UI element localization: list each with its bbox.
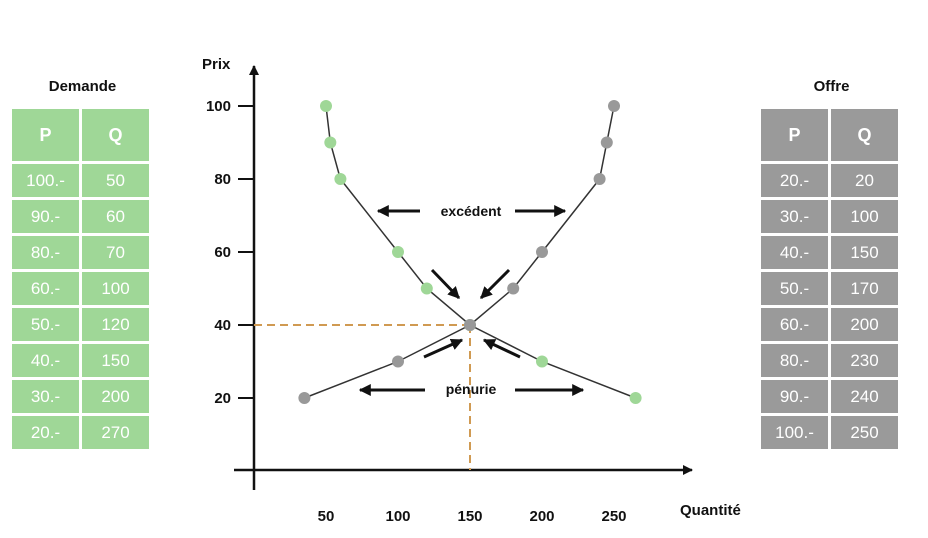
surplus-label: excédent (441, 203, 502, 219)
price-cell: 30.- (12, 380, 79, 413)
quantity-cell: 60 (82, 200, 149, 233)
quantity-cell: 100 (831, 200, 898, 233)
table-row: 40.- 150 (12, 344, 149, 377)
demand-table: P Q 100.- 50 90.- 60 80.- 70 60.- 100 50.- 120 40.- 1… (9, 106, 152, 452)
x-axis-label: Quantité (680, 502, 741, 519)
y-tick-label: 80 (214, 171, 231, 188)
header-quantity: Q (82, 109, 149, 161)
price-cell: 100.- (12, 164, 79, 197)
price-cell: 90.- (12, 200, 79, 233)
quantity-cell: 270 (82, 416, 149, 449)
demand-point (324, 136, 337, 149)
table-row: 20.- 270 (12, 416, 149, 449)
price-cell: 60.- (12, 272, 79, 305)
demand-point (392, 246, 404, 258)
supply-point (536, 246, 548, 258)
x-tick-label: 50 (318, 508, 335, 525)
supply-point (507, 282, 520, 295)
y-tick-label: 40 (214, 317, 231, 334)
supply-point (464, 319, 476, 331)
quantity-cell: 240 (831, 380, 898, 413)
quantity-cell: 250 (831, 416, 898, 449)
table-row: 80.- 230 (761, 344, 898, 377)
surplus-converge-arrow-right (479, 268, 511, 300)
price-cell: 20.- (12, 416, 79, 449)
supply-table-title: Offre (813, 78, 850, 95)
x-tick-label: 150 (457, 508, 482, 525)
price-cell: 60.- (761, 308, 828, 341)
y-axis-label: Prix (202, 56, 231, 73)
quantity-cell: 200 (82, 380, 149, 413)
supply-table: P Q 20.- 20 30.- 100 40.- 150 50.- 170 60.- 200 80.-… (758, 106, 901, 452)
quantity-cell: 200 (831, 308, 898, 341)
price-cell: 80.- (12, 236, 79, 269)
table-row: 100.- 50 (12, 164, 149, 197)
y-tick-label: 20 (214, 390, 231, 407)
x-tick-label: 100 (385, 508, 410, 525)
demand-table-title: Demande (48, 78, 117, 95)
demand-point (320, 100, 332, 112)
surplus-converge-arrow-left (430, 268, 461, 300)
quantity-cell: 150 (82, 344, 149, 377)
quantity-cell: 50 (82, 164, 149, 197)
supply-curve (304, 105, 615, 399)
table-row: 30.- 100 (761, 200, 898, 233)
table-row: 90.- 240 (761, 380, 898, 413)
price-cell: 100.- (761, 416, 828, 449)
table-row: 40.- 150 (761, 236, 898, 269)
shortage-label: pénurie (446, 381, 497, 397)
price-cell: 90.- (761, 380, 828, 413)
table-row: 30.- 200 (12, 380, 149, 413)
table-row: 100.- 250 (761, 416, 898, 449)
quantity-cell: 230 (831, 344, 898, 377)
price-cell: 40.- (761, 236, 828, 269)
demand-curve (325, 105, 636, 399)
header-quantity: Q (831, 109, 898, 161)
demand-point (334, 173, 347, 185)
y-tick-label: 100 (206, 98, 231, 115)
table-row: 50.- 170 (761, 272, 898, 305)
shortage-converge-arrow-right (482, 338, 521, 359)
demand-point (629, 392, 642, 404)
price-cell: 20.- (761, 164, 828, 197)
header-price: P (12, 109, 79, 161)
table-row: 80.- 70 (12, 236, 149, 269)
quantity-cell: 120 (82, 308, 149, 341)
x-tick-label: 200 (529, 508, 554, 525)
supply-point (600, 136, 613, 149)
quantity-cell: 70 (82, 236, 149, 269)
demand-point (420, 282, 433, 295)
table-row: 20.- 20 (761, 164, 898, 197)
y-tick-label: 60 (214, 244, 231, 261)
table-row: 60.- 200 (761, 308, 898, 341)
table-row: 50.- 120 (12, 308, 149, 341)
price-cell: 50.- (12, 308, 79, 341)
x-tick-label: 250 (601, 508, 626, 525)
supply-point (298, 392, 311, 404)
table-row: 60.- 100 (12, 272, 149, 305)
quantity-cell: 150 (831, 236, 898, 269)
supply-point (392, 355, 404, 368)
price-cell: 30.- (761, 200, 828, 233)
price-cell: 50.- (761, 272, 828, 305)
quantity-cell: 170 (831, 272, 898, 305)
header-price: P (761, 109, 828, 161)
quantity-cell: 20 (831, 164, 898, 197)
demand-point (536, 355, 548, 368)
price-cell: 80.- (761, 344, 828, 377)
table-row: 90.- 60 (12, 200, 149, 233)
price-cell: 40.- (12, 344, 79, 377)
shortage-converge-arrow-left (423, 338, 464, 359)
supply-point (593, 173, 606, 185)
supply-point (608, 100, 620, 112)
quantity-cell: 100 (82, 272, 149, 305)
